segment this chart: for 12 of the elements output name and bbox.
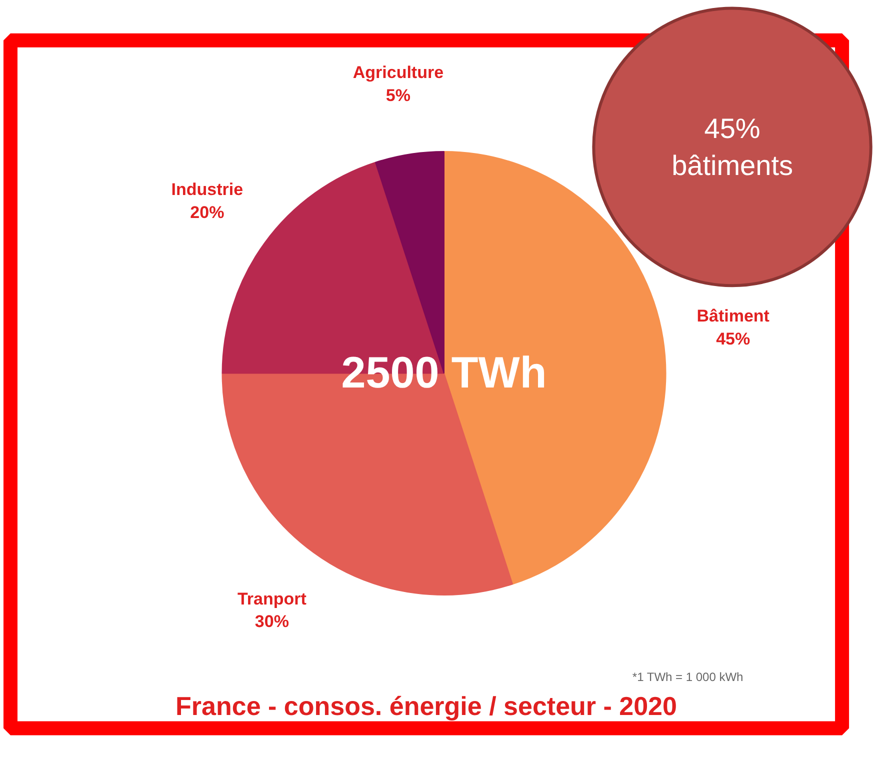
text: 45% bâtiments (672, 112, 793, 182)
text: *1 TWh = 1 000 kWh (632, 670, 744, 684)
data-label: 30% (254, 612, 289, 632)
slice-label: Agriculture (352, 63, 444, 82)
data-label: 5% (386, 86, 411, 105)
slice-label: Bâtiment (696, 306, 770, 326)
data-label: 20% (190, 202, 224, 222)
data-label: 45% (716, 329, 750, 348)
slice-label: Industrie (171, 180, 244, 200)
slice-label: Tranport (237, 589, 307, 608)
text: France - consos. énergie / secteur - 2020 (176, 691, 677, 722)
text: 2500 TWh (341, 348, 547, 398)
